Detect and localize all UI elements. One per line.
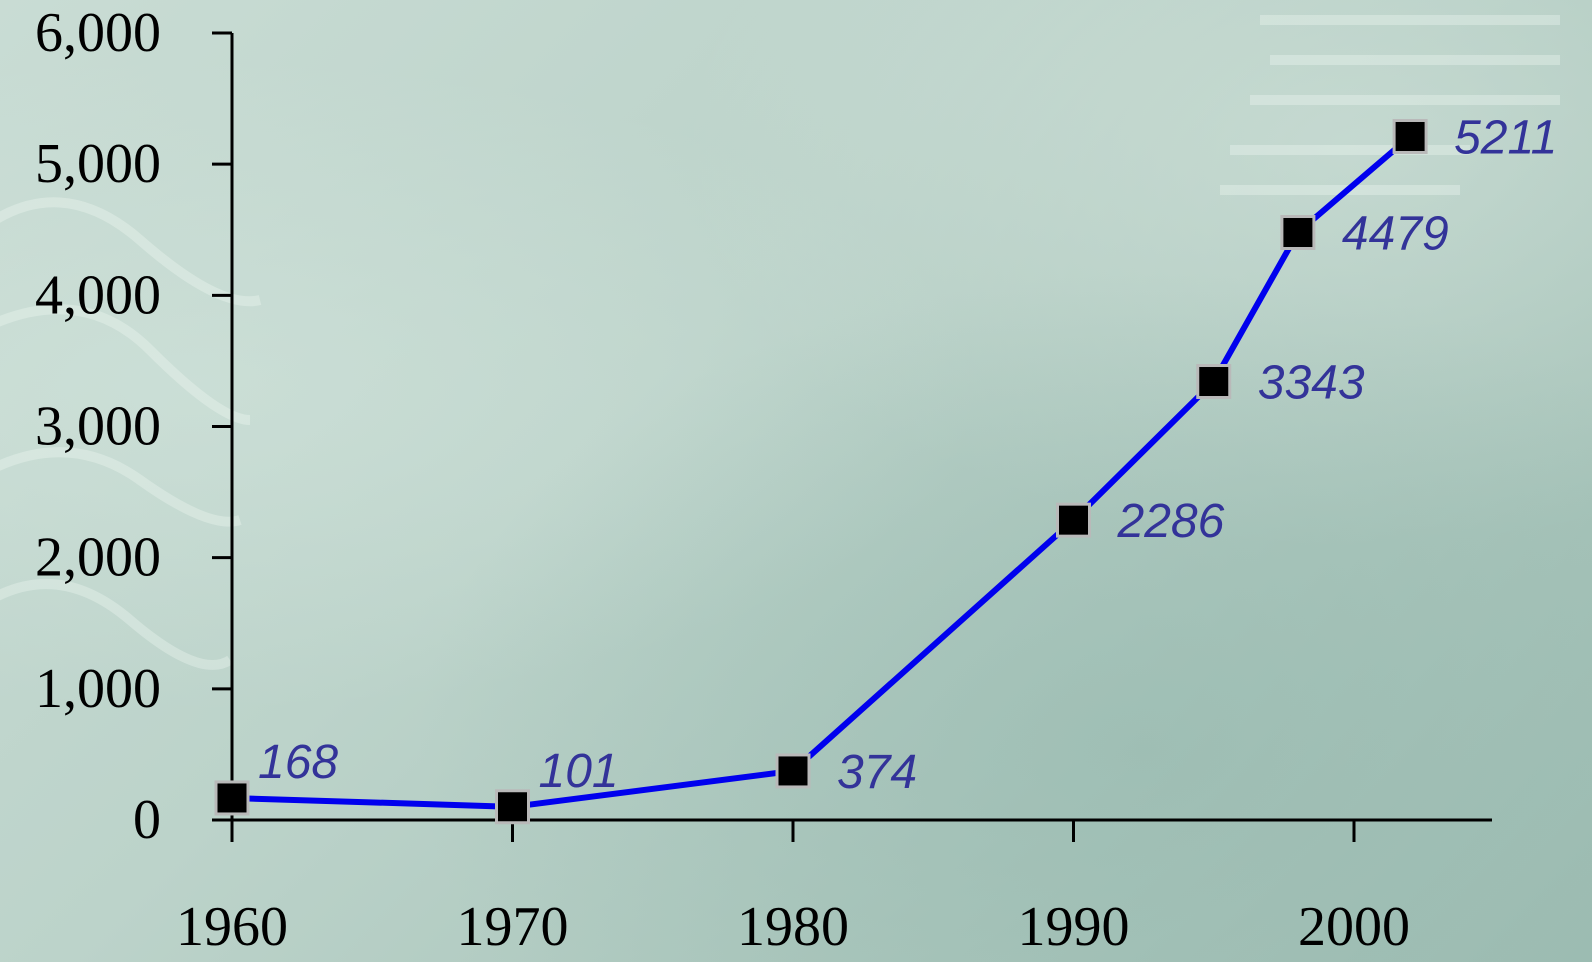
y-tick-label: 5,000 [35, 133, 161, 195]
y-tick-label: 3,000 [35, 396, 161, 458]
x-tick-label: 2000 [1298, 896, 1410, 958]
data-point-marker [1392, 118, 1428, 154]
data-point-marker [214, 780, 250, 816]
x-tick-label: 1960 [176, 896, 288, 958]
data-point-marker [775, 753, 811, 789]
x-tick-label: 1970 [457, 896, 569, 958]
data-point-marker [1056, 502, 1091, 538]
y-tick-label: 4,000 [35, 264, 161, 326]
y-tick-label: 1,000 [35, 658, 161, 720]
x-tick-label: 1980 [737, 896, 849, 958]
y-tick-label: 6,000 [35, 2, 161, 64]
data-point-marker [1280, 215, 1316, 251]
data-label: 3343 [1258, 357, 1365, 410]
data-label: 168 [258, 736, 338, 789]
data-label: 5211 [1454, 111, 1557, 164]
y-tick-label: 2,000 [35, 527, 161, 589]
axes: 0 1,000 2,000 3,000 4,000 5,000 6,000 1960 1970 1… [35, 2, 1492, 958]
data-point-marker [1196, 364, 1232, 400]
data-point-marker [495, 789, 530, 825]
background-decoration [0, 15, 1560, 670]
data-label: 2286 [1117, 495, 1225, 548]
y-tick-label: 0 [133, 789, 161, 851]
x-tick-label: 1990 [1018, 896, 1130, 958]
data-label: 101 [539, 745, 619, 798]
data-label: 374 [837, 746, 917, 799]
series-layer [214, 118, 1428, 825]
series-line [231, 134, 1413, 810]
data-label: 4479 [1342, 208, 1449, 261]
